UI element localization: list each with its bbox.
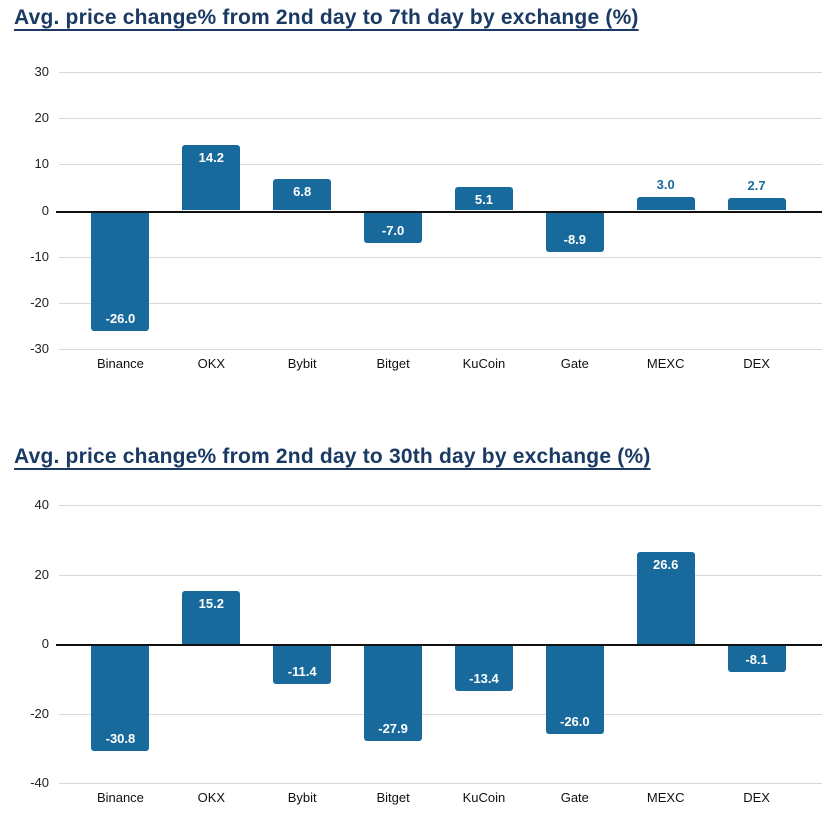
- bar-bitget: [364, 210, 423, 243]
- y-axis-tick-label: 0: [41, 636, 49, 651]
- bar-value-label: 26.6: [653, 556, 679, 572]
- gridline: [59, 72, 822, 73]
- bar-value-label: 2.7: [747, 178, 766, 194]
- bar-value-label: 14.2: [198, 149, 224, 165]
- x-axis-label-bybit: Bybit: [287, 356, 317, 371]
- bar-bybit: [273, 179, 332, 211]
- bar-slot-bybit: 6.8: [257, 72, 348, 349]
- bar-value-label: -8.1: [745, 652, 768, 668]
- x-axis-label-kucoin: KuCoin: [462, 356, 506, 371]
- y-axis-tick-label: -20: [30, 705, 49, 721]
- y-axis-tick-label: -20: [30, 294, 49, 310]
- gridline: [59, 713, 822, 715]
- zero-line: [56, 644, 822, 646]
- bar-slot-okx: 15.2: [166, 505, 257, 783]
- bar-value-label: 15.2: [198, 596, 224, 612]
- bar-slot-kucoin: 5.1: [439, 72, 530, 349]
- bar-okx: [182, 144, 241, 211]
- x-axis-label-mexc: MEXC: [646, 356, 685, 371]
- gridline: [59, 574, 822, 576]
- bar-binance: [91, 210, 150, 331]
- bar-value-label: -13.4: [469, 670, 499, 686]
- x-axis-label-bybit: Bybit: [287, 790, 317, 805]
- bar-binance: [91, 644, 150, 752]
- y-axis-tick-label: 10: [34, 156, 49, 172]
- gridline: [59, 505, 822, 506]
- bar-dex: [727, 198, 786, 211]
- chart-30day-section: Avg. price change% from 2nd day to 30th …: [0, 437, 832, 817]
- y-axis-tick-label: 30: [34, 64, 49, 79]
- chart-30day-title: Avg. price change% from 2nd day to 30th …: [14, 445, 651, 468]
- gridline: [59, 349, 822, 350]
- bar-okx: [182, 591, 241, 644]
- x-axis-label-okx: OKX: [197, 790, 226, 805]
- bar-value-label: -8.9: [563, 231, 587, 247]
- y-axis-tick-label: 20: [34, 566, 49, 582]
- x-axis-label-gate: Gate: [560, 790, 589, 805]
- bar-slot-bitget: -27.9: [348, 505, 439, 783]
- y-axis-tick-label: 20: [34, 110, 49, 126]
- bars-row: -30.8 15.2 -11.4 -27.9 -13.4 -26.0 26.6 -8.1: [75, 505, 802, 783]
- chart-7day-section: Avg. price change% from 2nd day to 7th d…: [14, 6, 822, 371]
- bar-value-label: -26.0: [559, 714, 590, 730]
- gridline: [59, 302, 822, 304]
- x-axis-label-dex: DEX: [743, 790, 770, 805]
- bar-dex: [727, 644, 786, 673]
- bar-value-label: -27.9: [378, 720, 408, 736]
- x-axis-label-bitget: Bitget: [376, 356, 410, 371]
- bar-slot-mexc: 3.0: [620, 72, 711, 349]
- bar-mexc: [636, 196, 695, 211]
- bar-slot-bitget: -7.0: [348, 72, 439, 349]
- y-axis-tick-label: -40: [30, 775, 49, 790]
- x-axis-label-gate: Gate: [560, 356, 589, 371]
- bar-kucoin: [454, 186, 513, 211]
- bar-slot-gate: -26.0: [529, 505, 620, 783]
- bar-value-label: -7.0: [381, 222, 405, 238]
- bar-mexc: [636, 551, 695, 644]
- gridline: [59, 164, 822, 166]
- bar-slot-mexc: 26.6: [620, 505, 711, 783]
- x-axis-labels: Binance OKX Bybit Bitget KuCoin Gate MEXC DEX: [75, 790, 802, 805]
- bar-bybit: [273, 644, 332, 684]
- y-axis-tick-label: 0: [41, 202, 49, 218]
- y-axis-tick-label: 40: [34, 497, 49, 512]
- x-axis-label-bitget: Bitget: [376, 790, 410, 805]
- bar-slot-gate: -8.9: [529, 72, 620, 349]
- bar-slot-okx: 14.2: [166, 72, 257, 349]
- x-axis-label-kucoin: KuCoin: [462, 790, 506, 805]
- x-axis-label-dex: DEX: [743, 356, 770, 371]
- bar-slot-dex: -8.1: [711, 505, 802, 783]
- bar-slot-dex: 2.7: [711, 72, 802, 349]
- chart-30day-plot-area: 40 20 0 -20 -40 -30.8 15.2 -11.4 -27.9 -13.4 -26.0…: [30, 497, 822, 805]
- zero-line: [56, 210, 822, 213]
- bar-value-label: -11.4: [287, 663, 317, 679]
- gridline: [59, 783, 822, 784]
- bar-slot-bybit: -11.4: [257, 505, 348, 783]
- bar-gate: [545, 210, 604, 252]
- bar-slot-binance: -26.0: [75, 72, 166, 349]
- bar-kucoin: [454, 644, 513, 691]
- bar-slot-kucoin: -13.4: [439, 505, 530, 783]
- x-axis-labels: Binance OKX Bybit Bitget KuCoin Gate MEXC DEX: [75, 356, 802, 371]
- bar-value-label: 3.0: [656, 176, 675, 192]
- bar-bitget: [364, 644, 423, 741]
- x-axis-label-mexc: MEXC: [646, 790, 685, 805]
- gridline: [59, 256, 822, 258]
- x-axis-label-okx: OKX: [197, 356, 226, 371]
- y-axis-tick-label: -10: [30, 248, 49, 264]
- y-axis-tick-label: -30: [30, 341, 49, 356]
- bar-gate: [545, 644, 604, 735]
- chart-7day-plot-area: 30 20 10 0 -10 -20 -30 -26.0 14.2 6.8 -7.0 5.1 -8.9 3…: [30, 64, 822, 371]
- bars-row: -26.0 14.2 6.8 -7.0 5.1 -8.9 3.0 2.7: [75, 72, 802, 349]
- gridline: [59, 118, 822, 120]
- chart-7day-title: Avg. price change% from 2nd day to 7th d…: [14, 6, 639, 29]
- bar-value-label: -26.0: [105, 310, 136, 326]
- bar-value-label: 5.1: [474, 191, 493, 207]
- bar-slot-binance: -30.8: [75, 505, 166, 783]
- bar-value-label: 6.8: [293, 184, 312, 200]
- x-axis-label-binance: Binance: [96, 356, 144, 371]
- x-axis-label-binance: Binance: [96, 790, 144, 805]
- bar-value-label: -30.8: [105, 731, 136, 747]
